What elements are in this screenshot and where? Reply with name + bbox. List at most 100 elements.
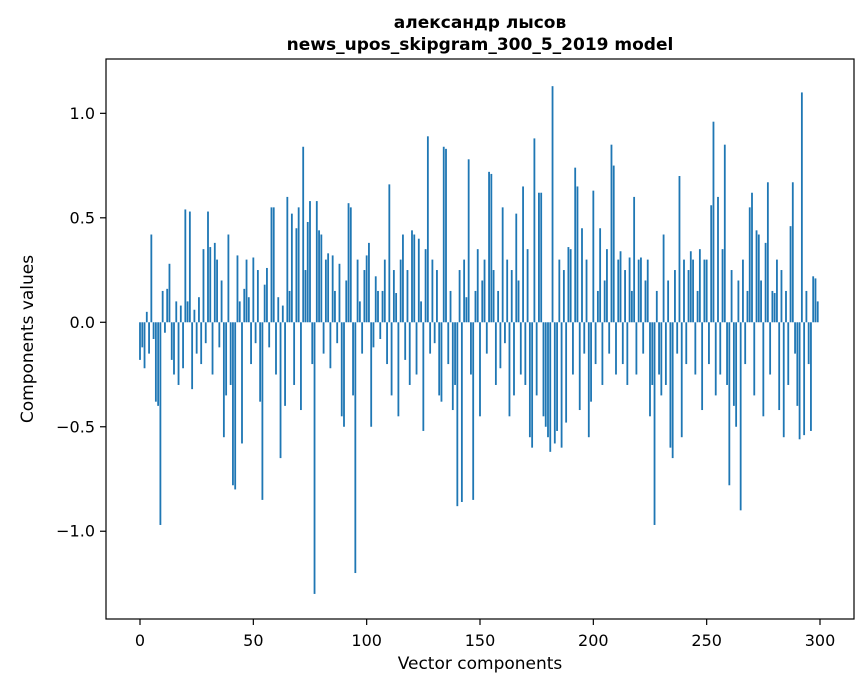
bar xyxy=(252,257,255,323)
bar xyxy=(565,322,568,423)
bar xyxy=(630,290,633,323)
bar xyxy=(782,322,785,438)
bar xyxy=(236,255,239,323)
bar xyxy=(585,259,588,323)
bar xyxy=(354,322,357,574)
bar xyxy=(281,305,284,323)
bar xyxy=(769,322,772,375)
bar xyxy=(547,322,549,438)
bar xyxy=(358,301,361,323)
x-tick-label: 100 xyxy=(351,631,382,650)
bar xyxy=(397,322,400,417)
bar xyxy=(193,309,196,323)
y-tick-label: 0.0 xyxy=(70,313,95,332)
bar xyxy=(757,234,760,323)
bar xyxy=(370,322,373,427)
bar xyxy=(286,196,289,323)
bar xyxy=(766,182,769,323)
x-tick-label: 150 xyxy=(465,631,496,650)
bar xyxy=(211,322,214,375)
bar xyxy=(263,284,266,323)
bar xyxy=(352,322,354,396)
bar xyxy=(445,148,447,323)
bar xyxy=(270,207,273,323)
bar xyxy=(413,234,416,323)
bar xyxy=(152,322,155,339)
chart-title: александр лысов news_upos_skipgram_300_5… xyxy=(106,12,854,56)
bar xyxy=(451,322,454,411)
bar xyxy=(365,255,368,323)
bar xyxy=(229,322,232,385)
x-tick-label: 0 xyxy=(135,631,145,650)
bar xyxy=(794,322,796,354)
bar xyxy=(490,173,493,323)
bar xyxy=(234,322,237,490)
bar xyxy=(633,196,636,323)
bar xyxy=(735,322,738,427)
bar xyxy=(755,230,758,323)
bar xyxy=(796,322,799,406)
bar xyxy=(791,182,794,323)
bar xyxy=(399,259,402,323)
y-tick-label: 1.0 xyxy=(70,104,95,123)
bar xyxy=(789,226,792,323)
bar xyxy=(662,234,665,323)
bar xyxy=(442,146,445,323)
bar xyxy=(476,249,479,323)
bar xyxy=(674,270,676,323)
bar xyxy=(250,322,252,365)
bar xyxy=(436,270,438,323)
bar xyxy=(336,322,339,344)
bar xyxy=(760,280,762,323)
bar xyxy=(245,259,248,323)
bar xyxy=(692,259,694,323)
bar xyxy=(683,259,685,323)
bar xyxy=(723,144,726,323)
bar xyxy=(814,278,817,323)
bar xyxy=(241,322,243,444)
bar xyxy=(508,322,511,417)
bar xyxy=(628,257,631,323)
bar xyxy=(315,201,318,323)
bar xyxy=(390,322,393,396)
bar xyxy=(306,221,309,323)
bar xyxy=(422,322,425,431)
bar xyxy=(481,280,484,323)
bar xyxy=(454,322,456,385)
bar xyxy=(494,322,497,385)
bar xyxy=(569,249,572,323)
bar xyxy=(383,259,386,323)
bar xyxy=(644,280,647,323)
bar xyxy=(377,290,379,323)
bar xyxy=(304,270,307,323)
bar xyxy=(290,213,293,323)
bar xyxy=(460,322,463,502)
bar xyxy=(159,322,162,525)
bar xyxy=(216,259,218,323)
bar xyxy=(560,322,563,448)
bar xyxy=(164,322,166,333)
bar xyxy=(671,322,674,459)
bar xyxy=(256,270,259,323)
bar xyxy=(701,322,704,411)
bar xyxy=(349,207,352,323)
bar xyxy=(420,301,422,323)
bar xyxy=(143,322,146,369)
bar xyxy=(689,251,692,323)
bar xyxy=(626,322,629,385)
bar xyxy=(558,259,561,323)
bar xyxy=(667,280,670,323)
bar xyxy=(458,270,461,323)
bar xyxy=(680,322,683,438)
bar xyxy=(556,322,558,431)
bar xyxy=(678,176,681,323)
bar xyxy=(266,267,268,323)
bar xyxy=(483,259,486,323)
bar xyxy=(293,322,296,385)
bar xyxy=(653,322,656,525)
bar xyxy=(612,165,615,323)
bar xyxy=(474,290,477,323)
bar xyxy=(576,186,579,323)
bar xyxy=(773,293,776,323)
bar xyxy=(415,322,418,375)
